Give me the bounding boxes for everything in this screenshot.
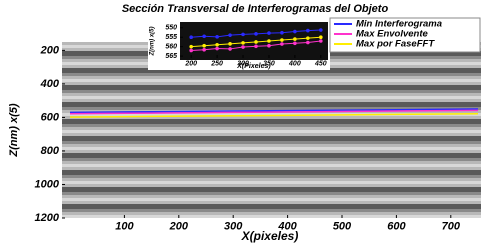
point (241, 45, 245, 49)
point (306, 41, 310, 45)
chart: Sección Transversal de Interferogramas d… (0, 0, 481, 244)
point (293, 41, 297, 45)
y-tick-label: 1200 (35, 212, 60, 224)
inset-background (180, 22, 328, 60)
point (189, 45, 193, 49)
point (254, 40, 258, 44)
y-tick-label: 555 (165, 34, 177, 41)
x-tick-label: 200 (169, 221, 189, 233)
inset-y-axis-label: Z(nm) x(5) (150, 27, 156, 57)
point (228, 47, 232, 51)
point (228, 42, 232, 46)
point (267, 39, 271, 43)
point (189, 49, 193, 53)
point (202, 34, 206, 38)
point (267, 31, 271, 35)
point (202, 44, 206, 48)
x-tick-label: 100 (115, 221, 134, 233)
point (189, 35, 193, 39)
y-tick-label: 565 (165, 53, 177, 60)
point (215, 47, 219, 51)
chart-title: Sección Transversal de Interferogramas d… (122, 3, 389, 15)
x-tick-label: 700 (442, 221, 461, 233)
x-tick-label: 400 (288, 60, 301, 67)
y-tick-label: 800 (41, 145, 60, 157)
y-tick-label: 560 (165, 44, 177, 51)
y-tick-label: 400 (40, 78, 60, 90)
legend-label: Max por FaseFFT (356, 39, 435, 50)
x-tick-label: 300 (224, 221, 243, 233)
point (319, 39, 323, 43)
y-tick-label: 550 (165, 25, 177, 32)
y-tick-label: 200 (40, 44, 60, 56)
x-tick-label: 350 (263, 60, 275, 67)
point (319, 28, 323, 32)
point (293, 37, 297, 41)
x-tick-label: 200 (184, 60, 197, 67)
x-tick-label: 400 (277, 221, 297, 233)
x-tick-label: 450 (314, 60, 327, 67)
point (280, 38, 284, 42)
point (306, 36, 310, 40)
point (319, 35, 323, 39)
point (241, 33, 245, 37)
point (267, 44, 271, 48)
point (228, 33, 232, 37)
point (215, 35, 219, 39)
x-tick-label: 500 (333, 221, 352, 233)
y-tick-label: 600 (41, 111, 60, 123)
y-axis-label: Z(nm) x(5) (8, 103, 20, 158)
point (280, 31, 284, 35)
x-tick-label: 300 (237, 60, 249, 67)
y-tick-label: 1000 (35, 178, 60, 190)
point (280, 42, 284, 46)
point (215, 43, 219, 47)
x-tick-label: 600 (387, 221, 406, 233)
point (306, 29, 310, 33)
point (293, 30, 297, 34)
point (241, 41, 245, 45)
point (202, 48, 206, 52)
point (254, 44, 258, 48)
x-tick-label: 250 (210, 60, 223, 67)
point (254, 32, 258, 36)
